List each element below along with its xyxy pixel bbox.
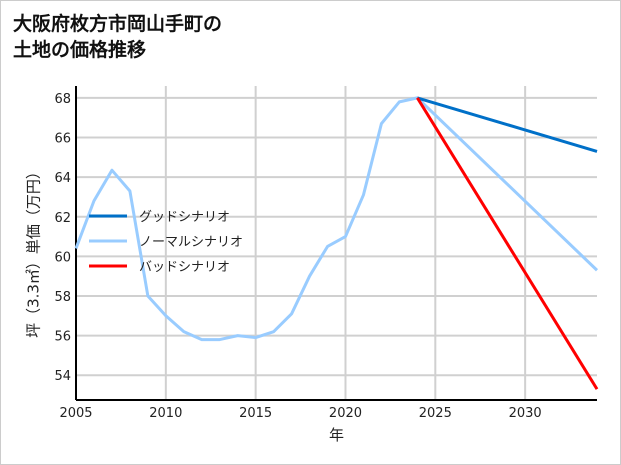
x-tick-label: 2005 — [59, 406, 92, 421]
y-tick-label: 64 — [54, 171, 71, 186]
x-axis-label: 年 — [329, 426, 344, 444]
legend-label: ノーマルシナリオ — [139, 235, 243, 250]
y-tick-label: 54 — [54, 369, 71, 384]
title-line-1: 大阪府枚方市岡山手町の — [13, 13, 223, 35]
legend-label: グッドシナリオ — [139, 210, 230, 225]
x-tick-label: 2020 — [329, 406, 362, 421]
series-line-2 — [416, 97, 599, 390]
chart-title: 大阪府枚方市岡山手町の 土地の価格推移 — [13, 11, 222, 63]
y-tick-label: 66 — [54, 132, 71, 147]
x-tick-label: 2010 — [149, 406, 182, 421]
x-tick-label: 2015 — [239, 406, 272, 421]
title-line-2: 土地の価格推移 — [13, 39, 147, 61]
y-tick-label: 56 — [54, 330, 71, 345]
y-tick-label: 62 — [54, 211, 71, 226]
series-line-0 — [416, 96, 598, 153]
x-tick-label: 2030 — [509, 406, 542, 421]
y-tick-label: 60 — [54, 250, 71, 265]
legend-label: バッドシナリオ — [139, 260, 230, 275]
series-line-1 — [74, 96, 599, 342]
x-tick-label: 2025 — [419, 406, 452, 421]
y-tick-label: 68 — [54, 92, 71, 107]
y-tick-label: 58 — [54, 290, 71, 305]
